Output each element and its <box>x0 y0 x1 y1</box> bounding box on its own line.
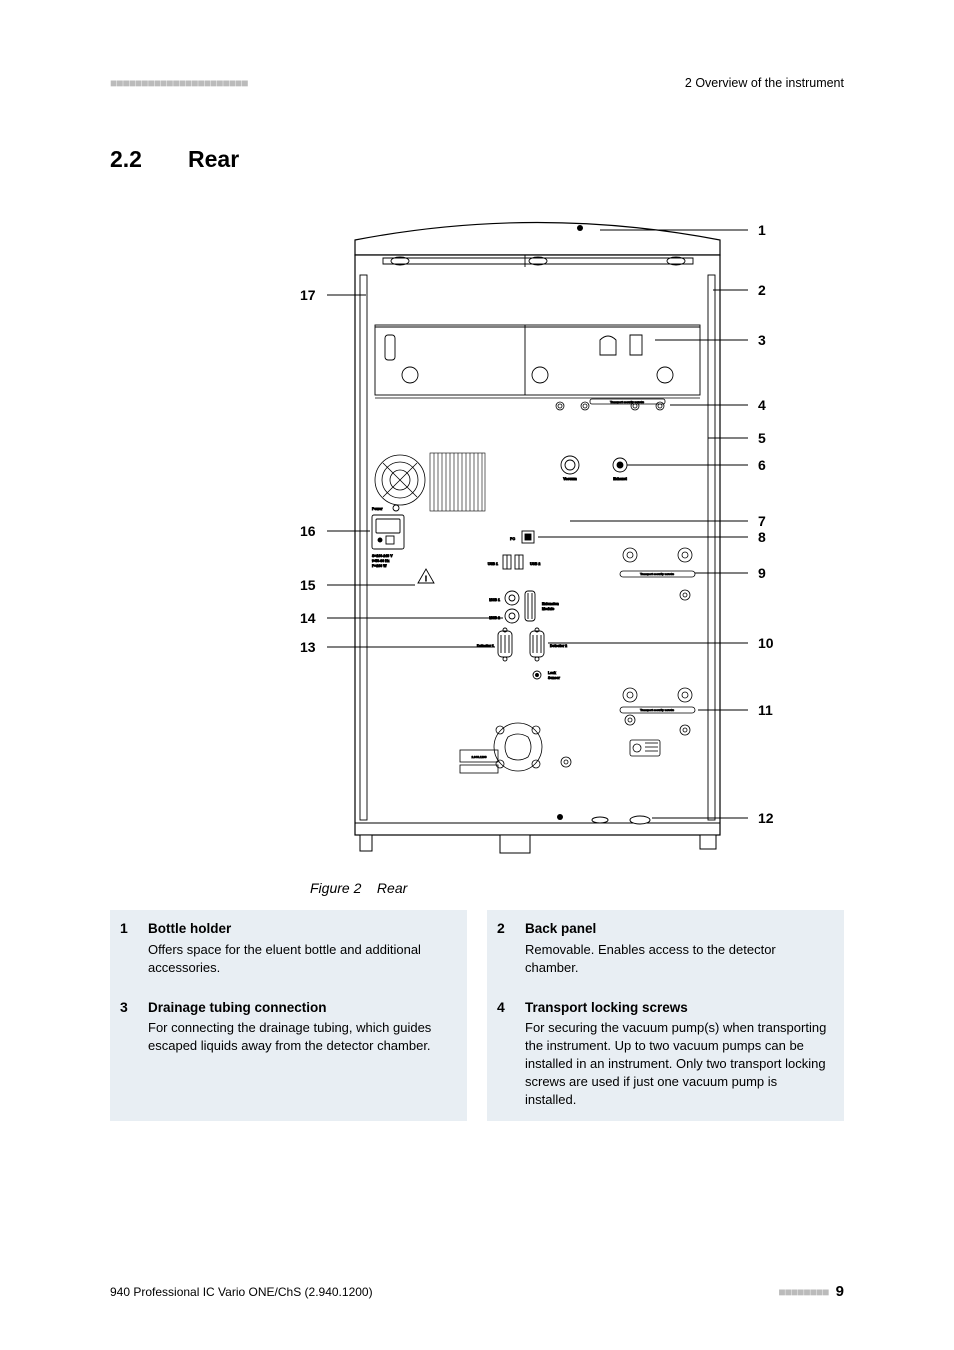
callout-3: 3 <box>758 332 766 348</box>
label-msb1: MSB 1 <box>489 598 500 602</box>
label-usb1: USB 1 <box>488 562 498 566</box>
label-usb2: USB 2 <box>530 562 540 566</box>
section-number: 2.2 <box>110 146 188 173</box>
callout-15: 15 <box>300 577 316 593</box>
page: ■■■■■■■■■■■■■■■■■■■■■■ 2 Overview of the… <box>0 0 954 1350</box>
label-power: Power <box>372 507 383 511</box>
footer-page-number: 9 <box>836 1283 844 1300</box>
figure-caption-text: Rear <box>377 880 407 896</box>
label-freq: f=50-60 Hz <box>372 559 390 563</box>
label-transport-top: Transport security screws <box>610 400 645 404</box>
label-vacuum: Vacuum <box>563 477 576 481</box>
header-chapter-text: 2 Overview of the instrument <box>685 76 844 90</box>
label-ext-module-1: Extension <box>542 602 559 606</box>
figure-caption-label: Figure 2 <box>310 880 361 896</box>
legend-cell-4: 4 Transport locking screws For securing … <box>487 989 844 1121</box>
label-leak-1: Leak <box>548 671 556 675</box>
callout-11: 11 <box>758 702 773 718</box>
legend-num-4: 4 <box>497 999 525 1109</box>
footer-right: ■■■■■■■■ 9 <box>778 1283 844 1300</box>
label-detector2: Detector 2 <box>550 644 567 648</box>
legend-row-2: 3 Drainage tubing connection For connect… <box>110 989 844 1121</box>
callout-2: 2 <box>758 282 766 298</box>
legend-cell-3: 3 Drainage tubing connection For connect… <box>110 989 467 1121</box>
label-exhaust: Exhaust <box>613 477 627 481</box>
legend-text-2: Removable. Enables access to the detecto… <box>525 941 832 977</box>
legend-text-3: For connecting the drainage tubing, whic… <box>148 1019 455 1055</box>
section-heading: 2.2Rear <box>110 146 239 173</box>
legend-row-1: 1 Bottle holder Offers space for the elu… <box>110 910 844 989</box>
legend-title-4: Transport locking screws <box>525 999 832 1018</box>
legend-title-2: Back panel <box>525 920 832 939</box>
label-transport-bot: Transport security screws <box>640 708 675 712</box>
callout-7: 7 <box>758 513 766 529</box>
figure-rear-view: Transport security screws Vacuum Exhaust <box>300 195 775 880</box>
label-pc: PC <box>510 537 515 541</box>
callout-8: 8 <box>758 529 766 545</box>
callout-12: 12 <box>758 810 774 826</box>
legend-body-4: Transport locking screws For securing th… <box>525 999 832 1109</box>
callout-9: 9 <box>758 565 766 581</box>
legend-cell-2: 2 Back panel Removable. Enables access t… <box>487 910 844 989</box>
callout-14: 14 <box>300 610 316 626</box>
callout-4: 4 <box>758 397 766 413</box>
label-leak-2: Sensor <box>548 676 561 680</box>
legend-cell-1: 1 Bottle holder Offers space for the elu… <box>110 910 467 989</box>
section-title: Rear <box>188 146 239 172</box>
legend-num-3: 3 <box>120 999 148 1109</box>
svg-text:!: ! <box>425 576 427 583</box>
legend-title-1: Bottle holder <box>148 920 455 939</box>
callout-13: 13 <box>300 639 316 655</box>
legend-num-1: 1 <box>120 920 148 977</box>
header-dots: ■■■■■■■■■■■■■■■■■■■■■■ <box>110 76 247 90</box>
legend-num-2: 2 <box>497 920 525 977</box>
label-transport-mid: Transport security screws <box>640 572 675 576</box>
running-footer: 940 Professional IC Vario ONE/ChS (2.940… <box>110 1283 844 1300</box>
figure-caption: Figure 2 Rear <box>310 880 407 896</box>
legend-text-4: For securing the vacuum pump(s) when tra… <box>525 1019 832 1109</box>
rear-diagram-svg: Transport security screws Vacuum Exhaust <box>300 195 775 880</box>
callout-5: 5 <box>758 430 766 446</box>
legend-text-1: Offers space for the eluent bottle and a… <box>148 941 455 977</box>
footer-product-text: 940 Professional IC Vario ONE/ChS (2.940… <box>110 1285 373 1299</box>
callout-6: 6 <box>758 457 766 473</box>
legend-body-3: Drainage tubing connection For connectin… <box>148 999 455 1109</box>
label-watt: P=200 W <box>372 564 387 568</box>
callout-16: 16 <box>300 523 316 539</box>
callout-17: 17 <box>300 287 316 303</box>
callout-1: 1 <box>758 222 766 238</box>
running-header: ■■■■■■■■■■■■■■■■■■■■■■ 2 Overview of the… <box>110 76 844 90</box>
label-supply: S=100-240 V <box>372 554 393 558</box>
footer-dots: ■■■■■■■■ <box>778 1285 828 1299</box>
label-ext-module-2: Module <box>542 607 554 611</box>
legend-body-2: Back panel Removable. Enables access to … <box>525 920 832 977</box>
legend-title-3: Drainage tubing connection <box>148 999 455 1018</box>
callout-10: 10 <box>758 635 774 651</box>
label-serial: 2.940.1200 <box>471 755 486 759</box>
legend-table: 1 Bottle holder Offers space for the elu… <box>110 910 844 1121</box>
legend-body-1: Bottle holder Offers space for the eluen… <box>148 920 455 977</box>
